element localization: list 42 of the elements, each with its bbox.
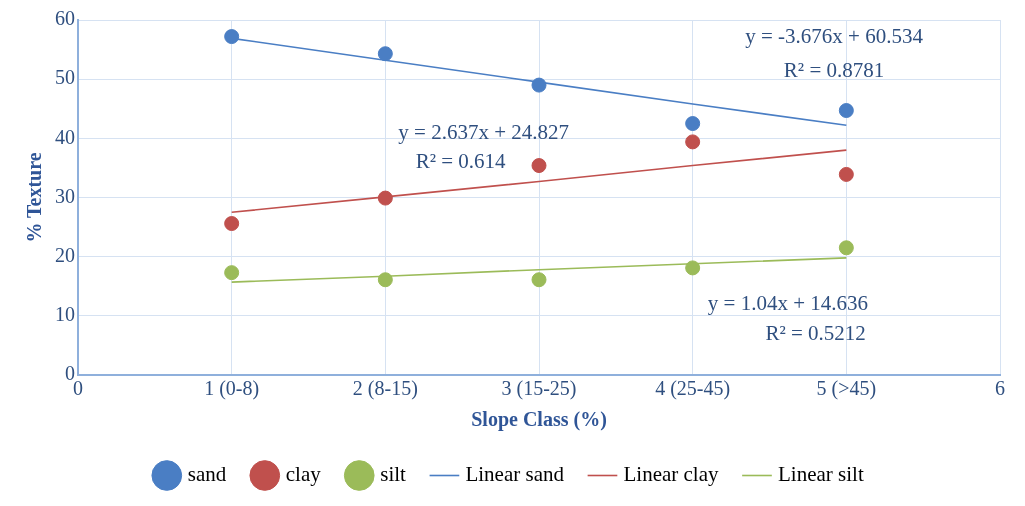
point	[224, 265, 240, 281]
point	[838, 166, 854, 182]
y-tick-label: 60	[55, 7, 75, 30]
annotation: y = 1.04x + 14.636	[707, 290, 869, 315]
point	[377, 46, 393, 62]
x-tick-label: 5 (>45)	[816, 377, 877, 401]
legend-label: sand	[187, 462, 227, 487]
y-tick-label: 20	[55, 243, 75, 266]
x-axis-title: Slope Class (%)	[471, 408, 607, 432]
y-tick-label: 0	[65, 362, 75, 385]
y-tick-label: 30	[55, 184, 75, 207]
point	[685, 116, 701, 132]
y-tick-label: 50	[55, 66, 75, 89]
x-tick-label: 4 (25-45)	[655, 377, 731, 401]
point	[377, 190, 393, 206]
point	[224, 216, 240, 232]
point	[838, 103, 854, 119]
y-axis-title: % Texture	[23, 152, 46, 243]
point	[685, 134, 701, 150]
point	[224, 29, 240, 45]
point	[531, 158, 547, 174]
legend-label: Linear silt	[777, 462, 864, 487]
x-tick-label: 6	[995, 377, 1005, 400]
x-tick-label: 2 (8-15)	[352, 377, 418, 401]
point	[531, 272, 547, 288]
point	[531, 77, 547, 93]
legend-label: Linear sand	[465, 462, 565, 487]
annotation: R² = 0.5212	[765, 320, 866, 345]
y-tick-label: 40	[55, 125, 75, 148]
annotation: R² = 0.8781	[783, 57, 885, 82]
annotation: y = 2.637x + 24.827	[398, 120, 570, 145]
legend-label: silt	[380, 462, 407, 487]
annotation: y = -3.676x + 60.534	[745, 24, 924, 49]
y-tick-label: 10	[55, 303, 75, 326]
legend-label: Linear clay	[623, 462, 719, 487]
x-tick-label: 1 (0-8)	[204, 377, 260, 401]
legend-label: clay	[285, 462, 322, 487]
x-tick-label: 3 (15-25)	[501, 377, 577, 401]
point	[685, 260, 701, 276]
point	[377, 272, 393, 288]
annotation: R² = 0.614	[415, 148, 507, 173]
point	[838, 240, 854, 256]
